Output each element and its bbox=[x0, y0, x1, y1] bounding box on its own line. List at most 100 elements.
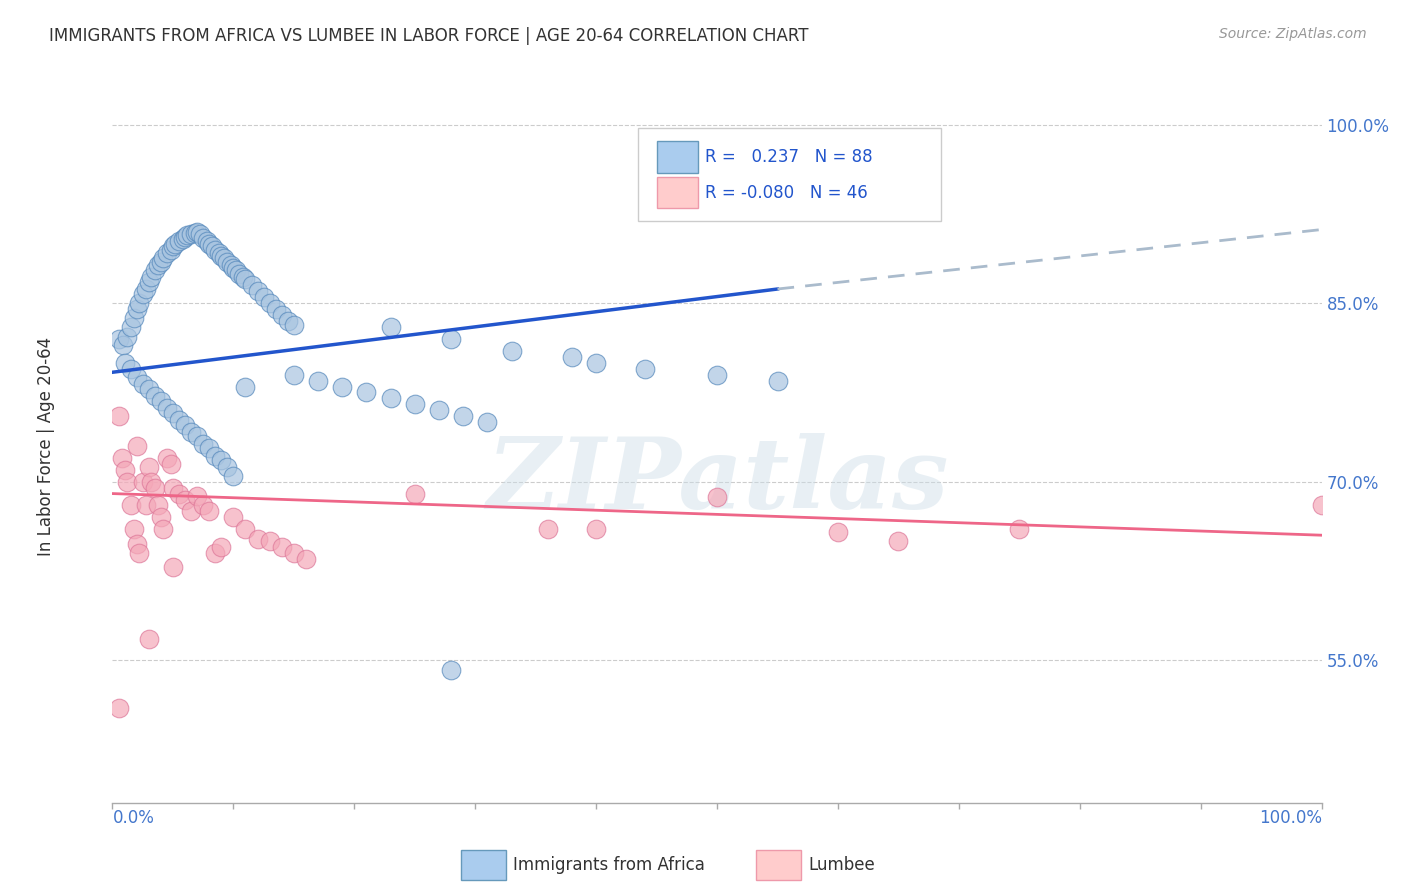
Point bbox=[176, 228, 198, 243]
Point bbox=[141, 270, 163, 285]
Text: R = -0.080   N = 46: R = -0.080 N = 46 bbox=[704, 184, 868, 202]
Point bbox=[766, 374, 789, 388]
Point bbox=[159, 457, 181, 471]
Point bbox=[180, 425, 202, 439]
Point bbox=[201, 239, 224, 253]
Point bbox=[270, 308, 292, 322]
Point bbox=[128, 296, 150, 310]
Text: Immigrants from Africa: Immigrants from Africa bbox=[513, 856, 704, 874]
Point bbox=[208, 246, 231, 260]
Point bbox=[235, 272, 257, 286]
Point bbox=[167, 486, 190, 500]
Text: R =   0.237   N = 88: R = 0.237 N = 88 bbox=[704, 148, 873, 166]
Point bbox=[186, 429, 208, 443]
Point bbox=[156, 246, 179, 260]
Point bbox=[277, 314, 299, 328]
Point bbox=[380, 320, 402, 334]
FancyBboxPatch shape bbox=[657, 141, 697, 173]
Point bbox=[180, 504, 202, 518]
Point bbox=[477, 415, 499, 429]
Text: In Labor Force | Age 20-64: In Labor Force | Age 20-64 bbox=[37, 336, 55, 556]
Point bbox=[122, 522, 145, 536]
Point bbox=[115, 475, 138, 489]
Point bbox=[259, 534, 281, 549]
Point bbox=[198, 504, 221, 518]
Point bbox=[198, 236, 221, 251]
Point bbox=[451, 409, 474, 424]
Point bbox=[404, 397, 426, 411]
Point bbox=[143, 481, 166, 495]
Point bbox=[174, 417, 197, 432]
Point bbox=[165, 236, 187, 251]
Point bbox=[191, 231, 215, 245]
Point bbox=[125, 302, 148, 317]
Point bbox=[138, 382, 160, 396]
Point bbox=[148, 499, 170, 513]
Point bbox=[188, 227, 211, 242]
Point bbox=[114, 463, 136, 477]
Point bbox=[135, 282, 157, 296]
Point bbox=[172, 232, 194, 246]
Point bbox=[186, 489, 208, 503]
Point bbox=[149, 393, 172, 408]
Point bbox=[115, 329, 138, 343]
Point bbox=[141, 475, 163, 489]
Point bbox=[264, 302, 287, 317]
Point bbox=[235, 379, 257, 393]
Point bbox=[209, 540, 232, 554]
Point bbox=[198, 442, 221, 456]
Point bbox=[307, 374, 329, 388]
Point bbox=[195, 235, 218, 249]
Point bbox=[180, 227, 202, 242]
Point bbox=[427, 403, 450, 417]
Text: Lumbee: Lumbee bbox=[808, 856, 875, 874]
Point bbox=[120, 320, 142, 334]
Point bbox=[253, 290, 276, 304]
Point bbox=[246, 532, 269, 546]
Point bbox=[148, 258, 170, 272]
Point bbox=[330, 379, 353, 393]
Text: 0.0%: 0.0% bbox=[112, 809, 155, 827]
Point bbox=[138, 275, 160, 289]
Point bbox=[633, 361, 655, 376]
Point bbox=[162, 560, 184, 574]
Point bbox=[228, 267, 250, 281]
Point bbox=[295, 552, 318, 566]
Text: 100.0%: 100.0% bbox=[1258, 809, 1322, 827]
Point bbox=[143, 263, 166, 277]
Point bbox=[174, 229, 197, 244]
Point bbox=[191, 436, 215, 450]
Point bbox=[122, 310, 145, 325]
FancyBboxPatch shape bbox=[657, 177, 697, 209]
Point bbox=[120, 499, 142, 513]
Point bbox=[225, 263, 247, 277]
Point bbox=[191, 499, 215, 513]
Point bbox=[217, 460, 239, 475]
Point bbox=[120, 361, 142, 376]
Point bbox=[167, 235, 190, 249]
Point bbox=[232, 270, 254, 285]
Point bbox=[125, 370, 148, 384]
Point bbox=[143, 389, 166, 403]
Point bbox=[404, 486, 426, 500]
Point bbox=[1008, 522, 1031, 536]
Point bbox=[204, 243, 226, 257]
Point bbox=[135, 499, 157, 513]
Point bbox=[162, 406, 184, 420]
Point bbox=[132, 377, 155, 392]
Point bbox=[561, 350, 583, 364]
Point bbox=[114, 356, 136, 370]
Point bbox=[380, 392, 402, 406]
Point bbox=[1310, 499, 1333, 513]
Point bbox=[259, 296, 281, 310]
Point bbox=[156, 450, 179, 465]
Point bbox=[138, 632, 160, 646]
Point bbox=[537, 522, 560, 536]
Point bbox=[204, 546, 226, 560]
Point bbox=[222, 260, 245, 275]
Point bbox=[149, 254, 172, 268]
Point bbox=[152, 251, 174, 265]
Point bbox=[156, 401, 179, 415]
Point bbox=[222, 510, 245, 524]
Point bbox=[112, 338, 135, 352]
